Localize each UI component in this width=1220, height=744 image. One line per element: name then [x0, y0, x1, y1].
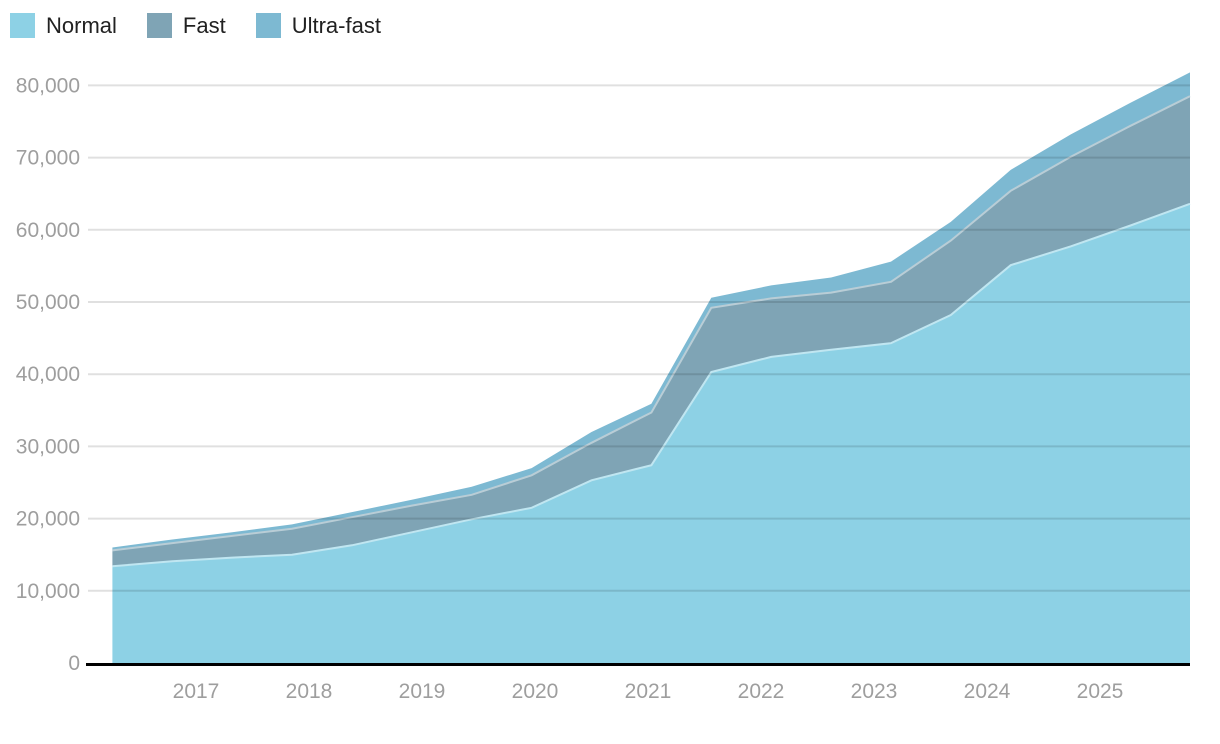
x-axis-tick-label-2017: 2017: [173, 680, 220, 703]
x-axis-tick-label-2023: 2023: [851, 680, 898, 703]
legend-item-normal[interactable]: Normal: [10, 13, 117, 38]
series-boundary-normal: [112, 202, 1191, 568]
legend-swatch-normal: [10, 13, 35, 38]
x-axis-tick-label-2021: 2021: [625, 680, 672, 703]
y-axis-tick-label: 50,000: [16, 291, 80, 314]
x-axis-tick-label-2019: 2019: [399, 680, 446, 703]
x-axis-tick-label-2025: 2025: [1077, 680, 1124, 703]
legend-item-fast[interactable]: Fast: [146, 13, 226, 38]
y-axis-tick-label: 80,000: [16, 74, 80, 97]
legend-item-label: Fast: [182, 13, 226, 38]
x-axis-tick-label-2020: 2020: [512, 680, 559, 703]
legend-item-label: Normal: [46, 13, 117, 38]
legend-swatch-ultra-fast: [255, 13, 281, 38]
y-axis-tick-label: 0: [68, 652, 80, 675]
series-boundary-fast: [112, 95, 1191, 552]
legend-item-label: Ultra-fast: [291, 13, 381, 38]
legend: Normal Fast Ultra-fast: [10, 13, 411, 38]
series-area-normal[interactable]: [112, 203, 1190, 664]
y-axis-tick-label: 70,000: [16, 147, 80, 170]
x-axis-tick-label-2022: 2022: [738, 680, 785, 703]
legend-swatch-fast: [146, 13, 172, 38]
x-axis-tick-label-2024: 2024: [964, 680, 1011, 703]
x-axis-tick-label-2018: 2018: [286, 680, 333, 703]
y-axis-tick-label: 10,000: [16, 580, 80, 603]
y-axis-tick-label: 20,000: [16, 508, 80, 531]
legend-item-ultra-fast[interactable]: Ultra-fast: [255, 13, 381, 38]
y-axis-tick-label: 30,000: [16, 435, 80, 458]
y-axis-tick-label: 60,000: [16, 219, 80, 242]
y-axis-tick-label: 40,000: [16, 363, 80, 386]
